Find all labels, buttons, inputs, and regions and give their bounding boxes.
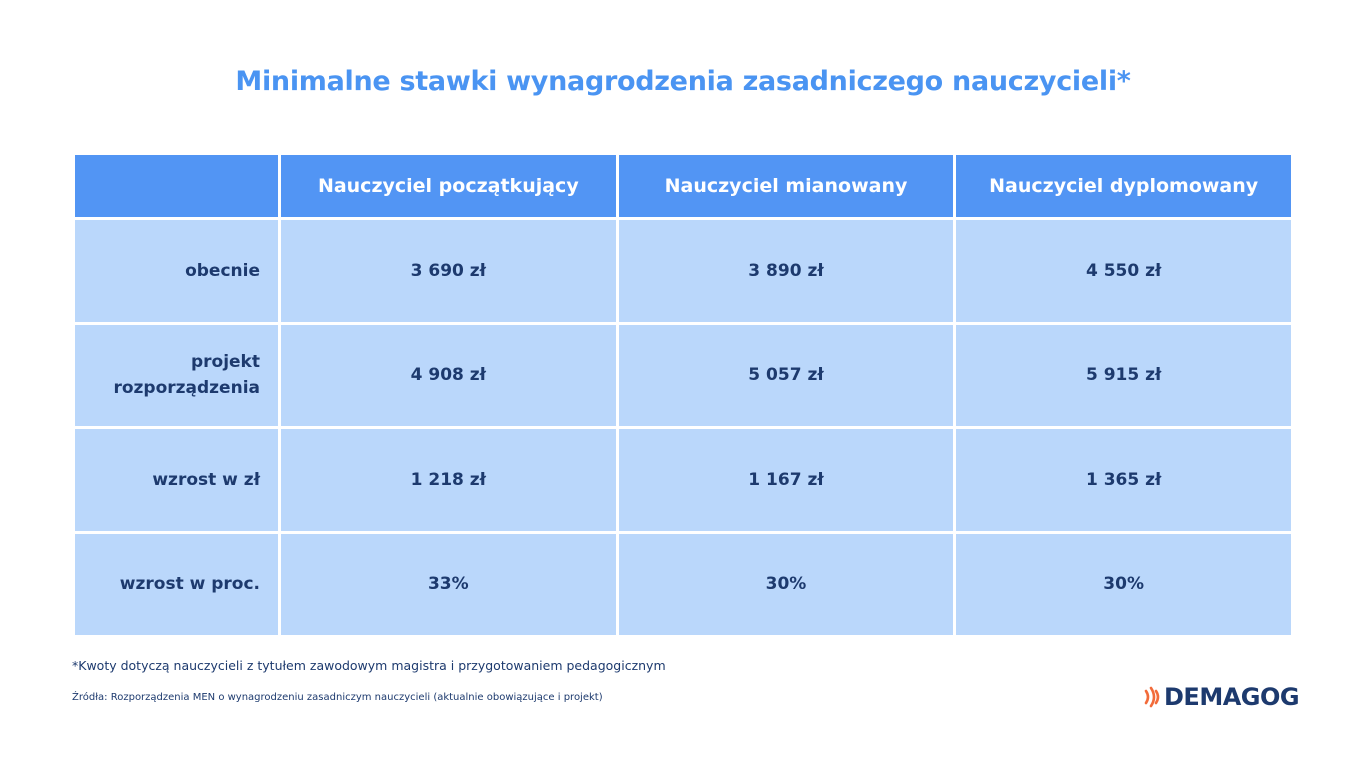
- table-cell: 5 057 zł: [615, 321, 957, 429]
- source-note: Źródła: Rozporządzenia MEN o wynagrodzen…: [72, 692, 603, 703]
- header-cell-poczatkujacy: Nauczyciel początkujący: [278, 152, 619, 220]
- table-row: wzrost w zł 1 218 zł 1 167 zł 1 365 zł: [72, 426, 1294, 534]
- demagog-logo: DEMAGOG: [1142, 683, 1300, 711]
- row-label-wzrost-zl: wzrost w zł: [72, 426, 281, 534]
- salary-table: Nauczyciel początkujący Nauczyciel miano…: [72, 152, 1294, 638]
- table-row: projekt rozporządzenia 4 908 zł 5 057 zł…: [72, 321, 1294, 429]
- table-cell: 1 167 zł: [615, 426, 957, 534]
- table-cell: 33%: [278, 530, 619, 638]
- row-label-projekt: projekt rozporządzenia: [72, 321, 281, 429]
- table-cell: 4 550 zł: [953, 217, 1294, 325]
- table-cell: 1 365 zł: [953, 426, 1294, 534]
- table-cell: 5 915 zł: [953, 321, 1294, 429]
- table-row: obecnie 3 690 zł 3 890 zł 4 550 zł: [72, 217, 1294, 325]
- table-cell: 4 908 zł: [278, 321, 619, 429]
- sound-waves-icon: [1144, 686, 1160, 708]
- header-cell-dyplomowany: Nauczyciel dyplomowany: [953, 152, 1294, 220]
- table-cell: 30%: [615, 530, 957, 638]
- table-row: wzrost w proc. 33% 30% 30%: [72, 530, 1294, 638]
- table-cell: 30%: [953, 530, 1294, 638]
- page-title: Minimalne stawki wynagrodzenia zasadnicz…: [235, 66, 1131, 97]
- header-cell-empty: [72, 152, 281, 220]
- table-cell: 1 218 zł: [278, 426, 619, 534]
- row-label-wzrost-proc: wzrost w proc.: [72, 530, 281, 638]
- table-header-row: Nauczyciel początkujący Nauczyciel miano…: [72, 152, 1294, 220]
- table-cell: 3 890 zł: [615, 217, 957, 325]
- row-label-line: projekt: [190, 352, 260, 373]
- footnote: *Kwoty dotyczą nauczycieli z tytułem zaw…: [72, 658, 666, 673]
- row-label-obecnie: obecnie: [72, 217, 281, 325]
- header-cell-mianowany: Nauczyciel mianowany: [615, 152, 957, 220]
- row-label-line: rozporządzenia: [113, 378, 260, 399]
- logo-text: DEMAGOG: [1164, 683, 1300, 711]
- table-cell: 3 690 zł: [278, 217, 619, 325]
